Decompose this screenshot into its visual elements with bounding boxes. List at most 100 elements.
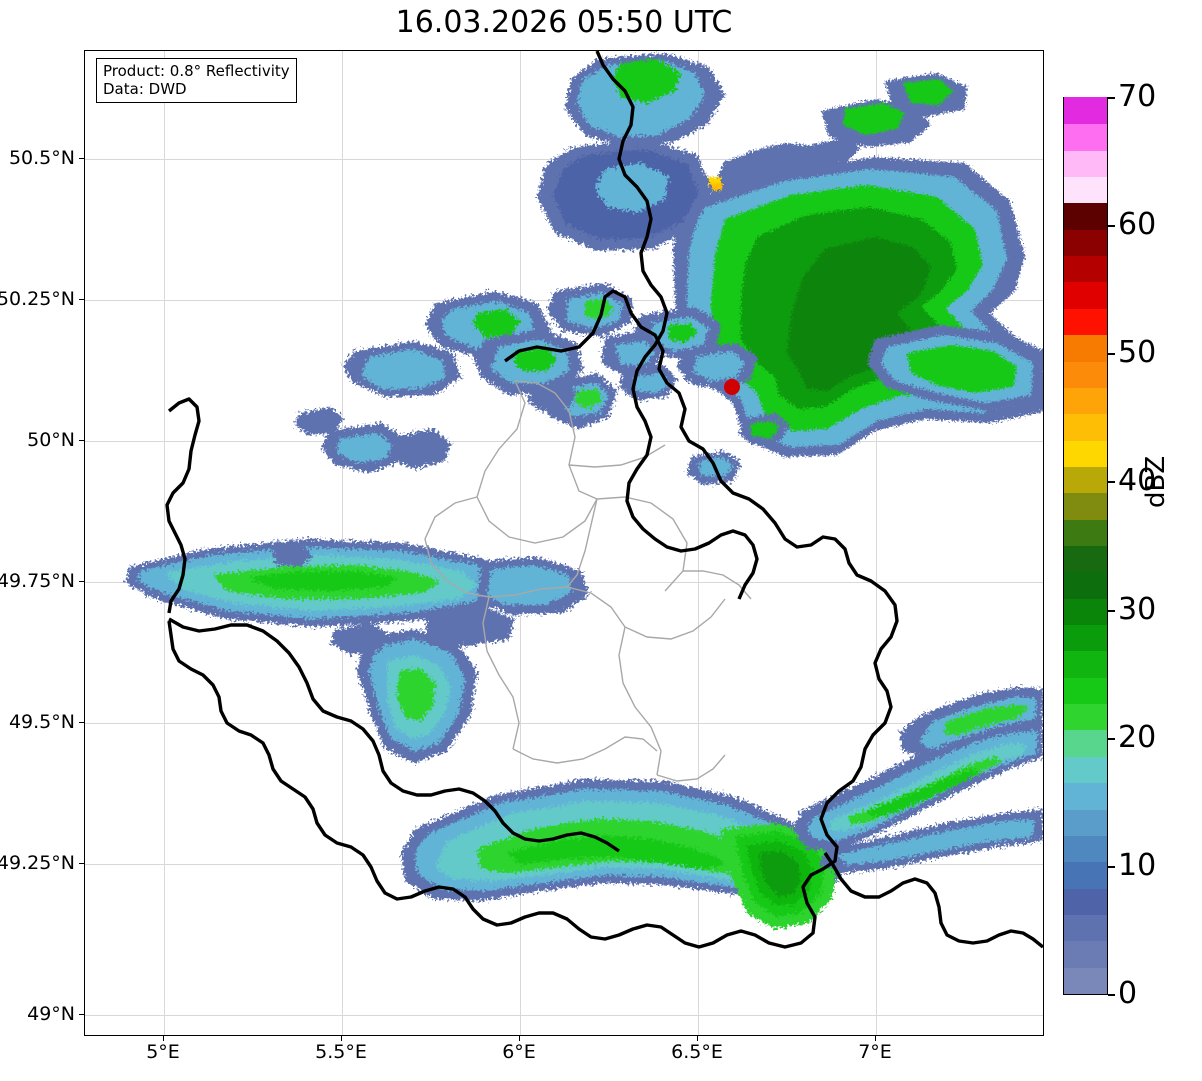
y-tick-mark-4 [79, 722, 84, 723]
luxembourg-canton-boundaries [424, 380, 752, 782]
cbar-swatch-8 [1064, 756, 1107, 784]
product-label: Product: 0.8° Reflectivity [103, 62, 290, 80]
y-tick-label-4: 49.5°N [8, 711, 75, 733]
echo-southern-frontal-band [401, 779, 845, 929]
cbar-tick-30 [1108, 610, 1115, 612]
radar-map-axes[interactable]: Product: 0.8° Reflectivity Data: DWD [84, 50, 1044, 1036]
echo-southeast-saarland-band [793, 687, 1043, 873]
cbar-label-40: 40 [1118, 463, 1157, 498]
x-tick-label-3: 6.5°E [671, 1041, 723, 1063]
x-tick-mark-4 [875, 1036, 876, 1041]
gridline-lon-6_5 [698, 51, 699, 1035]
echo-southwest-lobe [331, 623, 477, 763]
gridline-lon-7 [876, 51, 877, 1035]
x-tick-mark-0 [163, 1036, 164, 1041]
cbar-swatch-33 [1064, 97, 1107, 125]
cbar-label-10: 10 [1118, 848, 1157, 883]
cbar-swatch-9 [1064, 729, 1107, 757]
y-tick-mark-6 [79, 1014, 84, 1015]
cbar-swatch-3 [1064, 887, 1107, 915]
gridline-lat-49_5 [85, 723, 1043, 724]
y-tick-mark-1 [79, 299, 84, 300]
cbar-tick-40 [1108, 481, 1115, 483]
cbar-swatch-22 [1064, 387, 1107, 415]
y-tick-mark-3 [79, 581, 84, 582]
gridline-lon-6 [520, 51, 521, 1035]
cbar-tick-60 [1108, 225, 1115, 227]
cbar-swatch-31 [1064, 150, 1107, 178]
x-tick-mark-1 [341, 1036, 342, 1041]
cbar-swatch-6 [1064, 808, 1107, 836]
cbar-swatch-18 [1064, 492, 1107, 520]
reflectivity-colorbar[interactable] [1063, 97, 1108, 995]
x-tick-mark-2 [519, 1036, 520, 1041]
gridline-lat-50 [85, 441, 1043, 442]
page-title: 16.03.2026 05:50 UTC [395, 5, 733, 40]
cbar-swatch-14 [1064, 598, 1107, 626]
y-tick-label-6: 49°N [27, 1003, 75, 1025]
echo-ne-small-patches [745, 73, 967, 171]
cbar-swatch-24 [1064, 334, 1107, 362]
map-boundaries-layer [165, 51, 1043, 949]
cbar-tick-10 [1108, 866, 1115, 868]
cbar-swatch-21 [1064, 413, 1107, 441]
y-tick-label-5: 49.25°N [0, 852, 75, 874]
y-tick-label-1: 50.25°N [0, 288, 75, 310]
cbar-swatch-11 [1064, 677, 1107, 705]
radar-station-marker[interactable] [85, 51, 1044, 1036]
cbar-swatch-16 [1064, 545, 1107, 573]
cbar-swatch-26 [1064, 281, 1107, 309]
cbar-tick-20 [1108, 738, 1115, 740]
cbar-tick-50 [1108, 353, 1115, 355]
cbar-swatch-32 [1064, 123, 1107, 151]
cbar-swatch-19 [1064, 466, 1107, 494]
cbar-swatch-5 [1064, 835, 1107, 863]
cbar-swatch-10 [1064, 703, 1107, 731]
cbar-tick-70 [1108, 97, 1115, 99]
cbar-swatch-17 [1064, 518, 1107, 546]
cbar-swatch-29 [1064, 202, 1107, 230]
cbar-swatch-15 [1064, 571, 1107, 599]
cbar-label-20: 20 [1118, 720, 1157, 755]
radar-reflectivity-layer [125, 53, 1043, 929]
cbar-swatch-30 [1064, 176, 1107, 204]
echo-isolated-patches [273, 365, 789, 567]
cbar-swatch-20 [1064, 439, 1107, 467]
national-borders [165, 51, 1043, 949]
gridline-lon-5 [164, 51, 165, 1035]
y-tick-mark-0 [79, 158, 84, 159]
luxembourg-national-border [167, 289, 899, 949]
colorbar-axis-label: dBZ [1141, 455, 1171, 508]
y-tick-label-3: 49.75°N [0, 570, 75, 592]
x-tick-mark-3 [697, 1036, 698, 1041]
x-tick-label-4: 7°E [858, 1041, 892, 1063]
echo-north-border-cells [537, 53, 725, 251]
cbar-swatch-25 [1064, 308, 1107, 336]
x-tick-label-0: 5°E [146, 1041, 180, 1063]
cbar-swatch-12 [1064, 650, 1107, 678]
y-tick-label-2: 50°N [27, 429, 75, 451]
cbar-label-50: 50 [1118, 335, 1157, 370]
x-tick-label-1: 5.5°E [315, 1041, 367, 1063]
cbar-swatch-23 [1064, 360, 1107, 388]
cbar-swatch-28 [1064, 229, 1107, 257]
echo-northeast-tail [867, 325, 1043, 411]
cbar-swatch-2 [1064, 914, 1107, 942]
data-source-label: Data: DWD [103, 80, 187, 98]
cbar-swatch-4 [1064, 861, 1107, 889]
cbar-label-0: 0 [1118, 976, 1138, 1011]
cbar-swatch-27 [1064, 255, 1107, 283]
y-tick-label-0: 50.5°N [8, 147, 75, 169]
cbar-label-60: 60 [1118, 207, 1157, 242]
cbar-swatch-0 [1064, 966, 1107, 994]
y-tick-mark-2 [79, 440, 84, 441]
cbar-tick-0 [1108, 994, 1115, 996]
cbar-swatch-1 [1064, 940, 1107, 968]
cbar-swatch-13 [1064, 624, 1107, 652]
gridline-lat-49 [85, 1015, 1043, 1016]
x-tick-label-2: 6°E [502, 1041, 536, 1063]
cbar-label-70: 70 [1118, 79, 1157, 114]
product-info-box: Product: 0.8° Reflectivity Data: DWD [96, 58, 297, 103]
echo-west-ardennes-band [125, 539, 589, 647]
cbar-label-30: 30 [1118, 592, 1157, 627]
